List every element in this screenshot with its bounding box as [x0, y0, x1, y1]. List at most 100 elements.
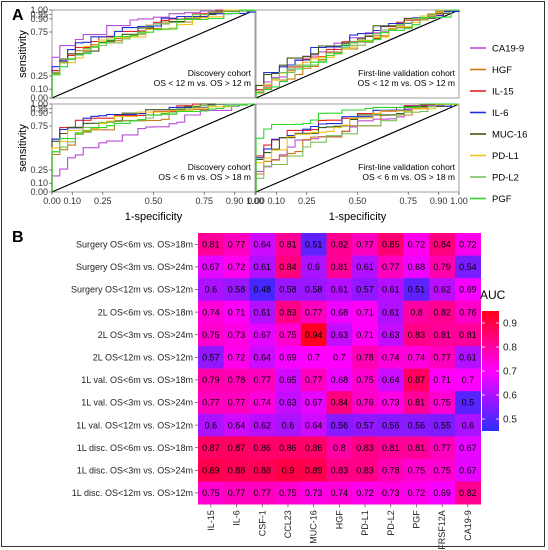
heatmap-cell-value: 0.83: [331, 466, 349, 476]
heatmap-cell-value: 0.7: [307, 353, 320, 363]
roc-curve-pd-l2: [255, 9, 460, 98]
heatmap-cell-value: 0.6: [462, 420, 475, 430]
heatmap-cell: [300, 368, 327, 392]
roc-x-tick-label: 0.10: [64, 196, 82, 206]
heatmap-cell: [352, 233, 379, 256]
heatmap-cell-value: 0.64: [253, 240, 271, 250]
heatmap-cell: [352, 436, 379, 460]
heatmap-cell: [275, 300, 302, 324]
roc-facet-annotation: Discovery cohort: [188, 68, 252, 78]
heatmap-cell-value: 0.5: [462, 398, 475, 408]
heatmap-cell: [223, 413, 250, 437]
heatmap-cell-value: 0.77: [382, 262, 400, 272]
heatmap-cell: [403, 233, 430, 256]
heatmap-cell: [198, 323, 224, 347]
heatmap-cell: [377, 391, 404, 415]
heatmap-cell: [249, 481, 276, 505]
heatmap-cell-value: 0.58: [228, 285, 246, 295]
heatmap-cell-value: 0.57: [356, 420, 374, 430]
heatmap-cell-value: 0.71: [433, 375, 451, 385]
heatmap-cell: [198, 368, 224, 392]
heatmap-cell: [429, 323, 456, 347]
heatmap-cell-value: 0.51: [408, 285, 426, 295]
roc-x-tick-label: 0.75: [399, 196, 417, 206]
heatmap-cell: [429, 368, 456, 392]
heatmap-cell-value: 0.73: [382, 488, 400, 498]
heatmap-cell: [275, 278, 302, 302]
heatmap-cell: [429, 346, 456, 369]
heatmap-cell: [275, 436, 302, 460]
heatmap-cell: [249, 300, 276, 324]
heatmap-row-label: 1L val. OS<3m vs. OS>24m: [81, 398, 193, 408]
heatmap-cell: [326, 300, 353, 324]
heatmap-cell: [198, 436, 224, 460]
heatmap-cell: [429, 233, 456, 256]
heatmap-cell-value: 0.63: [382, 330, 400, 340]
heatmap-cell-value: 0.79: [433, 262, 451, 272]
heatmap-col-label: HGF: [334, 510, 344, 530]
heatmap-cell-value: 0.73: [228, 330, 246, 340]
heatmap-cell: [377, 368, 404, 392]
heatmap-cell: [223, 323, 250, 347]
heatmap-row-label: 1L disc. OS<6m vs. OS>18m: [77, 443, 193, 453]
heatmap-row-label: Surgery OS<3m vs. OS>24m: [76, 262, 193, 272]
heatmap-cell: [455, 413, 481, 437]
heatmap-cell: [377, 278, 404, 302]
heatmap-cell-value: 0.75: [279, 488, 297, 498]
colorbar-tick-label: 0.9: [503, 319, 517, 330]
heatmap-cell-value: 0.87: [408, 375, 426, 385]
roc-x-tick-label: 0.00: [43, 196, 61, 206]
heatmap-cell: [275, 323, 302, 347]
heatmap-cell-value: 0.63: [279, 398, 297, 408]
heatmap-cell-value: 0.74: [253, 398, 271, 408]
heatmap-cell-value: 0.84: [433, 240, 451, 250]
heatmap-cell-value: 0.61: [382, 307, 400, 317]
heatmap-cell-value: 0.68: [408, 262, 426, 272]
heatmap-cell: [403, 481, 430, 505]
heatmap-cell: [249, 323, 276, 347]
heatmap-cell: [223, 459, 250, 482]
heatmap-cell: [455, 481, 481, 505]
heatmap-cell-value: 0.82: [331, 240, 349, 250]
roc-y-tick-label: 1.00: [30, 5, 48, 15]
heatmap-cell-value: 0.83: [408, 330, 426, 340]
heatmap-cell-value: 0.67: [305, 398, 323, 408]
heatmap-cell: [429, 436, 456, 460]
heatmap-cell: [275, 233, 302, 256]
heatmap-cell-value: 0.81: [433, 330, 451, 340]
heatmap-cell-value: 0.69: [279, 353, 297, 363]
colorbar-title: AUC: [480, 288, 506, 302]
roc-y-axis-title: sensitivity: [17, 124, 29, 172]
heatmap-cell: [429, 255, 456, 279]
roc-x-tick-label: 0.25: [298, 196, 316, 206]
roc-y-tick-label: 0.90: [30, 108, 48, 118]
legend-label-pd-l1: PD-L1: [492, 151, 519, 162]
heatmap-cell: [455, 255, 481, 279]
roc-curve-pgf: [255, 103, 459, 192]
heatmap-cell: [249, 459, 276, 482]
heatmap-cell-value: 0.67: [459, 466, 477, 476]
heatmap-cell-value: 0.87: [202, 443, 220, 453]
heatmap-cell-value: 0.7: [333, 353, 346, 363]
heatmap-col-label: PD-L2: [386, 510, 396, 536]
auc-heatmap-panel: B 0.81 0.77 0.64 0.81 0.51 0.82 0.77 0.85 0.72 0.…: [12, 229, 517, 550]
heatmap-cell: [352, 391, 379, 415]
roc-facet-annotation: OS < 6 m vs. OS > 18 m: [158, 172, 251, 182]
heatmap-cell-value: 0.74: [202, 307, 220, 317]
heatmap-cell-value: 0.69: [433, 488, 451, 498]
colorbar-tick-label: 0.5: [503, 415, 517, 426]
heatmap-cell-value: 0.54: [459, 262, 477, 272]
heatmap-cell-value: 0.62: [253, 420, 271, 430]
heatmap-cell-value: 0.78: [382, 466, 400, 476]
heatmap-cell-value: 0.77: [253, 488, 271, 498]
heatmap-cell-value: 0.75: [408, 466, 426, 476]
heatmap-cell: [249, 346, 276, 369]
roc-x-tick-label: 0.90: [226, 196, 244, 206]
roc-curve-pgf: [51, 103, 255, 192]
heatmap-cell-value: 0.8: [333, 443, 346, 453]
heatmap-cell-value: 0.61: [253, 262, 271, 272]
heatmap-cell: [300, 233, 327, 256]
heatmap-col-label: IL-6: [232, 510, 242, 526]
legend-label-pgf: PGF: [492, 194, 512, 205]
